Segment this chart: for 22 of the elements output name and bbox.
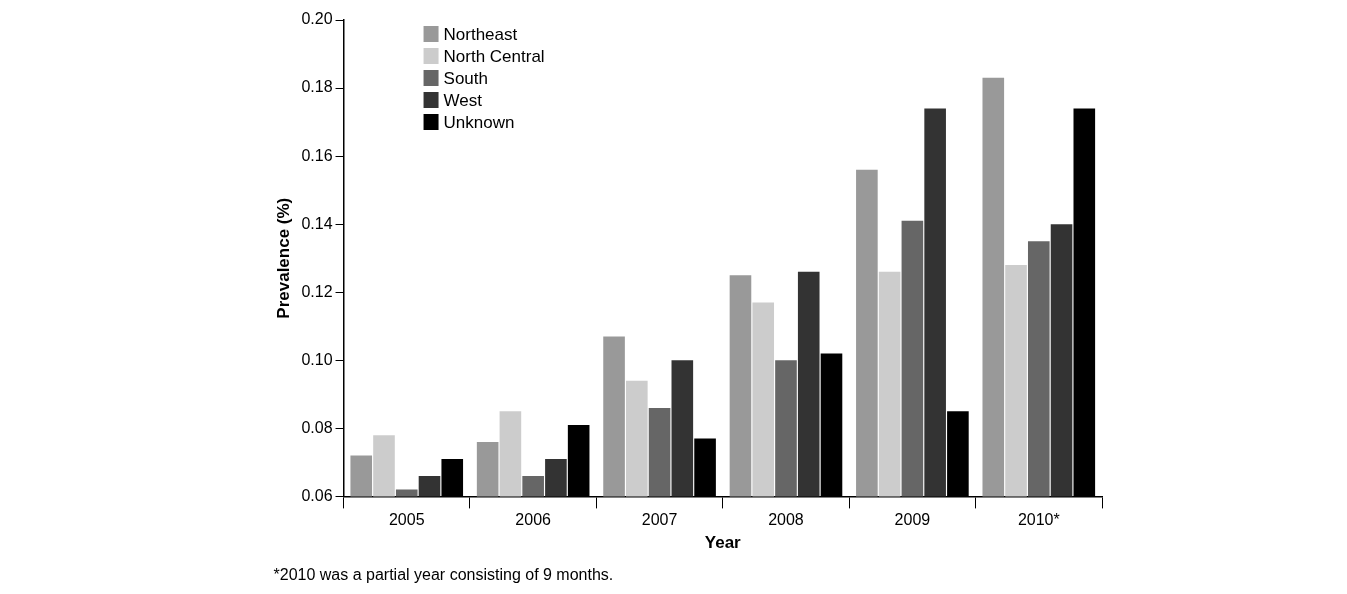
x-tick-label: 2009 xyxy=(894,511,931,529)
y-tick-label: 0.14 xyxy=(301,214,333,232)
legend-label: Northeast xyxy=(443,24,518,44)
x-tick-label: 2008 xyxy=(768,511,804,529)
x-axis-title: Year xyxy=(704,533,742,553)
y-tick-label: 0.12 xyxy=(301,282,333,300)
y-tick-label: 0.20 xyxy=(301,10,333,28)
legend-label: South xyxy=(443,68,488,88)
y-tick-label: 0.10 xyxy=(301,350,333,368)
text: *2010 was a partial year consisting of 9 months. xyxy=(273,566,614,584)
legend-label: North Central xyxy=(443,46,545,66)
x-tick-label: 2010* xyxy=(1017,511,1060,529)
y-tick-label: 0.16 xyxy=(301,146,333,164)
y-tick-label: 0.06 xyxy=(301,486,333,504)
x-tick-label: 2005 xyxy=(388,511,425,529)
legend-label: Unknown xyxy=(443,112,515,132)
x-tick-label: 2007 xyxy=(641,511,678,529)
y-tick-label: 0.18 xyxy=(301,78,333,96)
y-axis-title: Prevalence (%) xyxy=(273,197,293,319)
x-tick-label: 2006 xyxy=(515,511,552,529)
legend-label: West xyxy=(443,90,483,110)
y-tick-label: 0.08 xyxy=(301,418,333,436)
